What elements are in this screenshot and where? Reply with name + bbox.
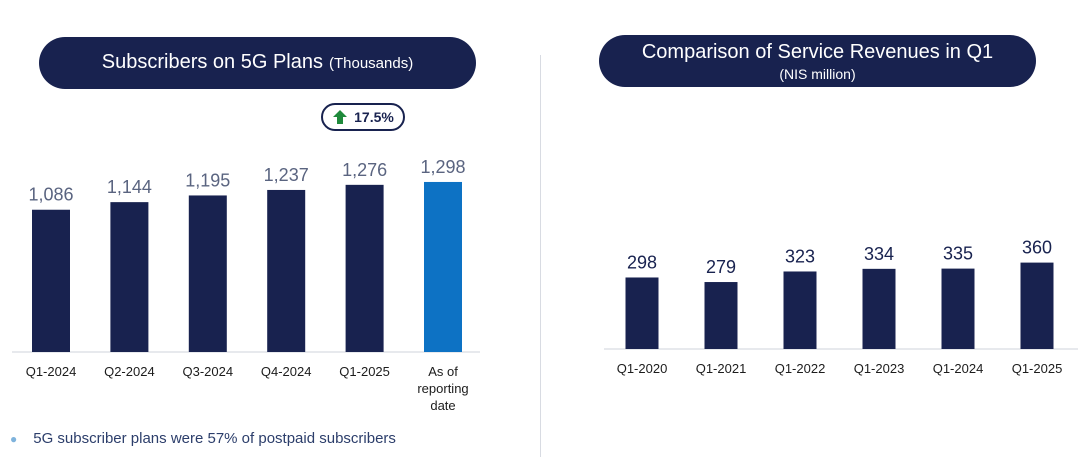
left-chart-unit: (Thousands) bbox=[329, 55, 414, 72]
x-tick-label: Q1-2025 bbox=[1012, 361, 1063, 376]
bar-value-label: 1,298 bbox=[420, 157, 465, 177]
bar-value-label: 298 bbox=[627, 252, 657, 272]
bar-value-label: 323 bbox=[785, 246, 815, 266]
bar-value-label: 1,086 bbox=[28, 185, 73, 205]
x-tick-label: Q3-2024 bbox=[183, 364, 234, 379]
growth-badge: 17.5% bbox=[321, 103, 405, 131]
footnote: ● 5G subscriber plans were 57% of postpa… bbox=[10, 430, 396, 447]
x-tick-label: Q4-2024 bbox=[261, 364, 312, 379]
right-chart-unit: (NIS million) bbox=[779, 66, 856, 82]
bar bbox=[188, 195, 227, 352]
x-tick-label: Q2-2024 bbox=[104, 364, 155, 379]
x-tick-label: As of reporting date bbox=[417, 364, 468, 413]
bullet-icon: ● bbox=[10, 431, 18, 446]
bar-value-label: 1,195 bbox=[185, 170, 230, 190]
panel-divider bbox=[540, 55, 541, 457]
bar bbox=[862, 268, 896, 349]
bar-value-label: 360 bbox=[1022, 238, 1052, 258]
bar bbox=[110, 202, 149, 352]
x-tick-label: Q1-2023 bbox=[854, 361, 905, 376]
bar bbox=[424, 181, 462, 352]
bar bbox=[267, 189, 306, 352]
bar-value-label: 279 bbox=[706, 257, 736, 277]
right-chart-title-pill: Comparison of Service Revenues in Q1 (NI… bbox=[599, 35, 1036, 87]
left-chart-title: Subscribers on 5G Plans bbox=[101, 51, 323, 73]
x-tick-label: Q1-2022 bbox=[775, 361, 826, 376]
x-tick-label: Q1-2024 bbox=[933, 361, 984, 376]
left-chart-title-pill: Subscribers on 5G Plans (Thousands) bbox=[39, 37, 476, 89]
right-chart-title: Comparison of Service Revenues in Q1 bbox=[641, 41, 994, 63]
bar bbox=[625, 277, 659, 349]
growth-badge-text: 17.5% bbox=[354, 109, 394, 125]
subscribers-bar-chart: 1,086 Q1-2024 1,144 Q2-2024 1,195 Q3-2024 1,23… bbox=[12, 157, 480, 413]
bar bbox=[783, 271, 817, 349]
bar-value-label: 334 bbox=[864, 244, 894, 264]
bar bbox=[941, 268, 975, 349]
bar bbox=[32, 209, 70, 352]
bar-value-label: 1,237 bbox=[264, 165, 309, 185]
bar bbox=[704, 282, 738, 349]
x-tick-label: Q1-2025 bbox=[339, 364, 390, 379]
x-tick-label: Q1-2024 bbox=[26, 364, 77, 379]
bar-value-label: 1,276 bbox=[342, 160, 387, 180]
bar-value-label: 335 bbox=[943, 244, 973, 264]
bar-value-label: 1,144 bbox=[107, 177, 152, 197]
x-tick-label: Q1-2020 bbox=[617, 361, 668, 376]
x-tick-label: Q1-2021 bbox=[696, 361, 747, 376]
bar bbox=[1020, 262, 1054, 349]
footnote-text: 5G subscriber plans were 57% of postpaid… bbox=[33, 430, 396, 447]
arrow-up-icon bbox=[333, 110, 348, 124]
bar bbox=[345, 184, 384, 352]
